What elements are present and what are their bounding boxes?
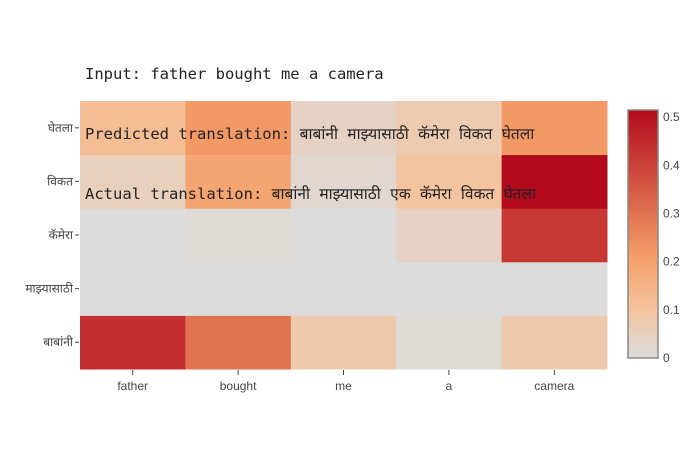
heatmap-cell	[185, 261, 292, 316]
colorbar: 0 0.1 0.2 0.3 0.4 0.5	[627, 109, 680, 365]
y-tick-label: बाबांनी	[43, 335, 74, 349]
title-input-line: Input: father bought me a camera	[85, 65, 384, 83]
colorbar-gradient	[627, 109, 659, 359]
heatmap-cell	[501, 315, 608, 370]
title-predicted-line: Predicted translation: बाबांनी माझ्यासाठ…	[85, 125, 535, 143]
y-tick-label: घेतला	[48, 121, 74, 135]
heatmap-cell	[501, 261, 608, 316]
y-tick-label: कॅमेरा	[49, 228, 74, 242]
colorbar-tick-label: 0.3	[663, 207, 680, 221]
colorbar-tick-label: 0.4	[663, 158, 680, 172]
x-tick-label: bought	[220, 379, 257, 393]
heatmap-cell	[80, 315, 186, 370]
x-axis: father bought me a camera	[117, 370, 575, 393]
x-tick-label: father	[117, 379, 148, 393]
x-tick-label: a	[446, 379, 453, 393]
colorbar-tick-label: 0.5	[663, 110, 680, 124]
heatmap-cell	[80, 261, 186, 316]
y-axis: बाबांनी माझ्यासाठी कॅमेरा विकत घेतला	[25, 121, 79, 349]
colorbar-tick-label: 0.1	[663, 303, 680, 317]
colorbar-tick-label: 0.2	[663, 255, 680, 269]
colorbar-tick-label: 0	[663, 351, 670, 365]
title-actual-line: Actual translation: बाबांनी माझ्यासाठी ए…	[85, 185, 537, 203]
chart-title: Input: father bought me a camera Predict…	[85, 24, 536, 224]
heatmap-cell	[290, 315, 397, 370]
heatmap-cell	[185, 315, 292, 370]
y-tick-label: विकत	[47, 174, 74, 188]
y-tick-label: माझ्यासाठी	[25, 282, 74, 296]
heatmap-cell	[396, 261, 503, 316]
heatmap-cell	[290, 261, 397, 316]
heatmap-cell	[396, 315, 503, 370]
x-tick-label: me	[335, 379, 352, 393]
x-tick-label: camera	[534, 379, 574, 393]
